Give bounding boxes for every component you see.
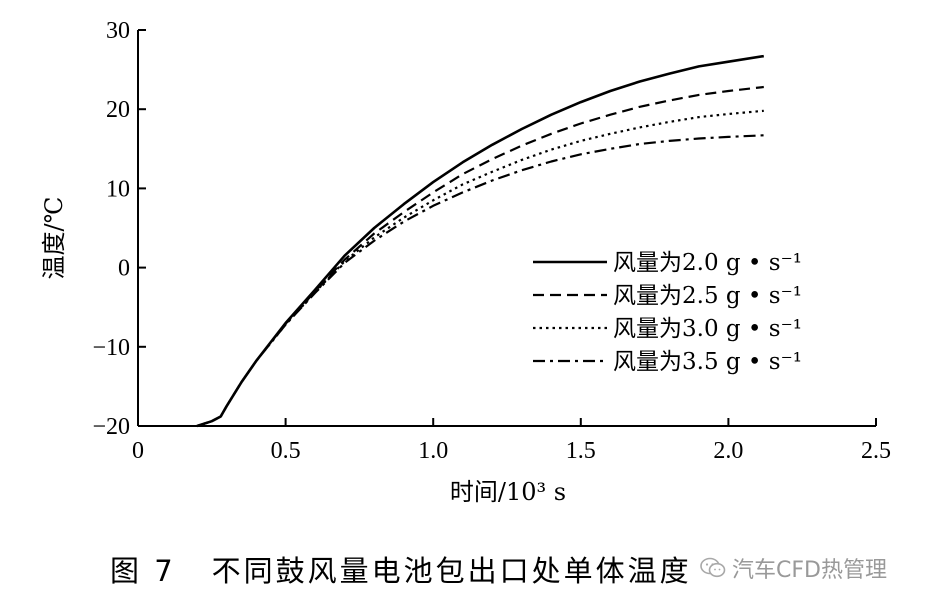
figure-number: 图 7 <box>110 554 176 588</box>
y-tick-label: 20 <box>106 97 130 123</box>
legend-label-4: 风量为3.5 g • s⁻¹ <box>613 349 802 375</box>
legend: 风量为2.0 g • s⁻¹ 风量为2.5 g • s⁻¹ 风量为3.0 g • s… <box>533 250 802 375</box>
y-tick-label: 30 <box>106 18 130 44</box>
x-tick-label: 0.5 <box>271 438 301 464</box>
chart: 0 0.5 1.0 1.5 2.0 2.5 −20 −10 0 10 20 30 风量为2.0 g •… <box>40 18 891 506</box>
x-tick-label: 1.0 <box>418 438 448 464</box>
y-tick-label: 0 <box>118 256 130 282</box>
watermark-text: 汽车CFD热管理 <box>732 558 887 583</box>
x-tick-label: 0 <box>132 438 144 464</box>
series-line-4 <box>196 134 764 428</box>
axes: 0 0.5 1.0 1.5 2.0 2.5 −20 −10 0 10 20 30 <box>92 18 891 464</box>
x-axis-label: 时间/10³ s <box>450 478 566 506</box>
x-tick-label: 1.5 <box>566 438 596 464</box>
legend-label-3: 风量为3.0 g • s⁻¹ <box>613 316 802 342</box>
watermark: 汽车CFD热管理 <box>700 552 887 584</box>
y-axis-label: 温度/℃ <box>40 197 68 280</box>
series-layer <box>196 54 765 428</box>
x-tick-label: 2.0 <box>713 438 743 464</box>
x-tick-label: 2.5 <box>861 438 891 464</box>
legend-label-2: 风量为2.5 g • s⁻¹ <box>613 283 802 309</box>
legend-label-1: 风量为2.0 g • s⁻¹ <box>613 250 802 276</box>
y-tick-label: −10 <box>92 335 130 361</box>
y-tick-label: 10 <box>106 176 130 202</box>
y-tick-label: −20 <box>92 414 130 440</box>
wechat-icon <box>700 557 726 578</box>
series-line-3 <box>196 109 764 428</box>
figure-caption: 图 7 不同鼓风量电池包出口处单体温度 <box>110 548 728 590</box>
figure-title: 不同鼓风量电池包出口处单体温度 <box>211 554 692 588</box>
